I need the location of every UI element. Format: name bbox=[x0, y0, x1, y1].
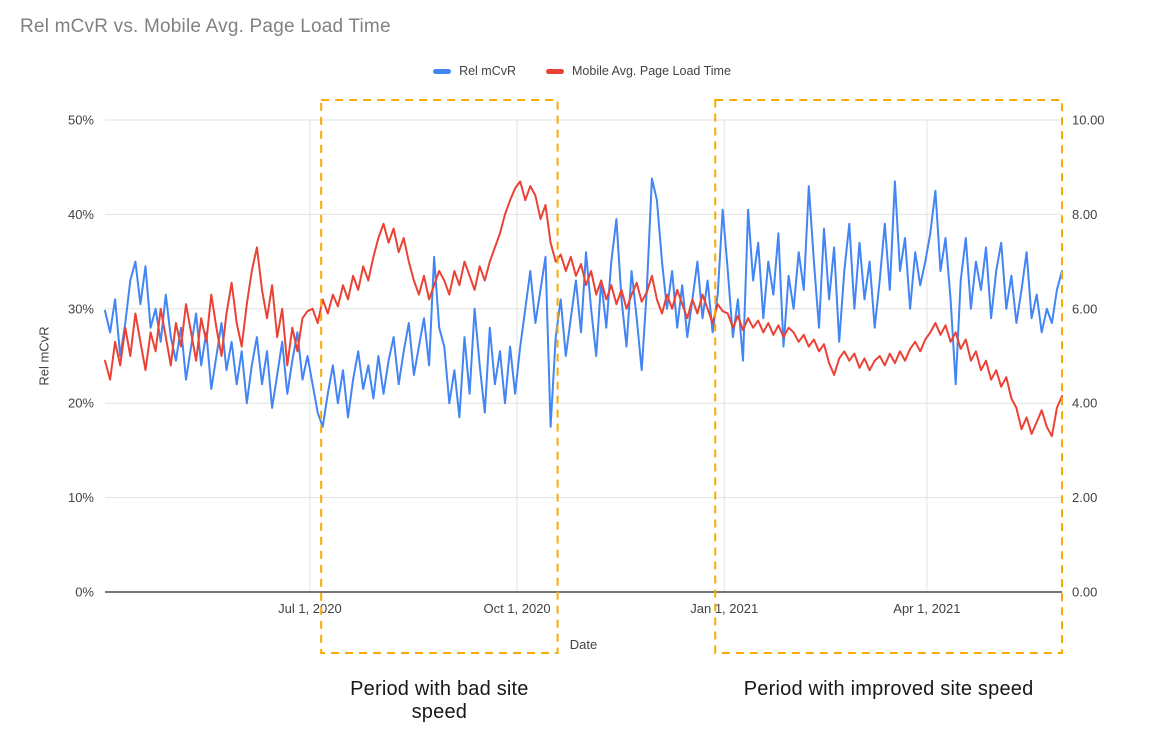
series-line-rel-mcvr bbox=[104, 177, 1063, 428]
y-left-tick-label: 0% bbox=[75, 585, 94, 600]
y-right-tick-label: 6.00 bbox=[1072, 301, 1097, 316]
y-left-tick-label: 50% bbox=[68, 113, 94, 128]
y-axis-title: Rel mCvR bbox=[36, 326, 52, 386]
y-left-tick-label: 10% bbox=[68, 490, 94, 505]
legend-item-rel-mcvr[interactable]: Rel mCvR bbox=[433, 64, 516, 78]
x-tick-label: Jul 1, 2020 bbox=[278, 601, 342, 616]
y-right-tick-label: 4.00 bbox=[1072, 396, 1097, 411]
y-left-tick-label: 30% bbox=[68, 301, 94, 316]
y-right-tick-label: 10.00 bbox=[1072, 113, 1105, 128]
highlight-region-box bbox=[320, 99, 559, 654]
highlight-region-box bbox=[714, 99, 1063, 654]
annotation-improved-site-speed: Period with improved site speed bbox=[743, 678, 1034, 700]
x-tick-label: Oct 1, 2020 bbox=[483, 601, 550, 616]
legend-swatch-rel-mcvr bbox=[433, 68, 452, 74]
legend-swatch-page-load-time bbox=[546, 68, 565, 74]
x-tick-label: Jan 1, 2021 bbox=[690, 601, 758, 616]
x-tick-label: Apr 1, 2021 bbox=[893, 601, 960, 616]
legend-label-page-load-time: Mobile Avg. Page Load Time bbox=[572, 64, 731, 78]
series-line-page-load-time bbox=[104, 180, 1063, 438]
x-axis-title: Date bbox=[569, 637, 598, 652]
y-right-tick-label: 2.00 bbox=[1072, 490, 1097, 505]
annotation-bad-site-speed: Period with bad site speed bbox=[350, 678, 529, 723]
y-right-tick-label: 8.00 bbox=[1072, 207, 1097, 222]
y-left-tick-label: 40% bbox=[68, 207, 94, 222]
legend: Rel mCvR Mobile Avg. Page Load Time bbox=[0, 64, 1164, 78]
legend-label-rel-mcvr: Rel mCvR bbox=[459, 64, 517, 78]
y-left-tick-label: 20% bbox=[68, 396, 94, 411]
legend-item-page-load-time[interactable]: Mobile Avg. Page Load Time bbox=[546, 64, 731, 78]
y-right-tick-label: 0.00 bbox=[1072, 585, 1097, 600]
chart-title: Rel mCvR vs. Mobile Avg. Page Load Time bbox=[20, 16, 391, 37]
